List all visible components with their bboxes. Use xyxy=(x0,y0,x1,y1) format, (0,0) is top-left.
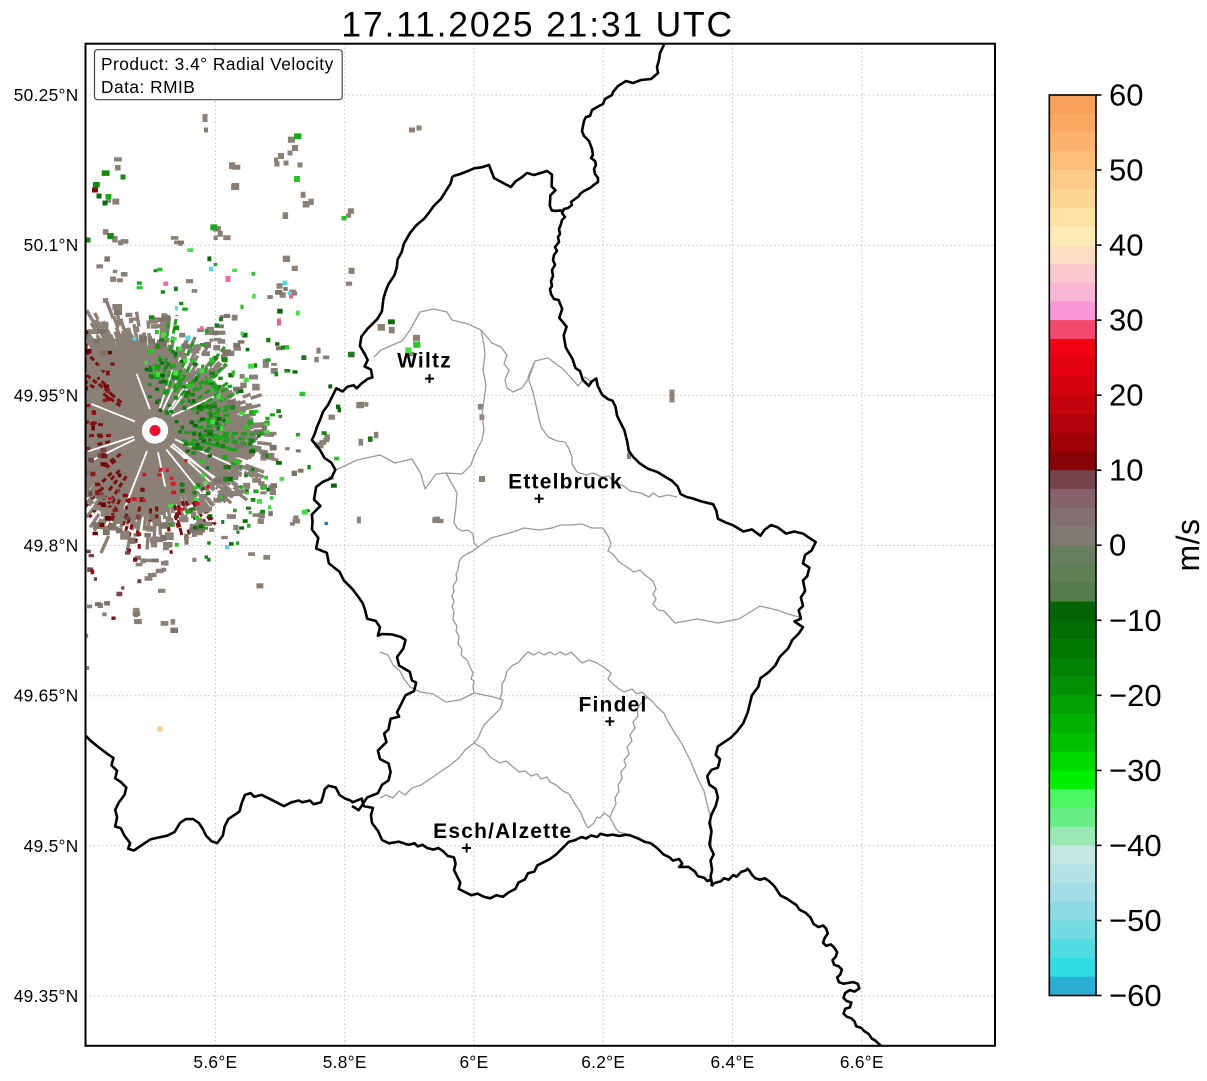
svg-text:40: 40 xyxy=(1109,228,1143,263)
svg-text:49.65°N: 49.65°N xyxy=(14,686,79,706)
svg-text:−60: −60 xyxy=(1109,978,1162,1013)
svg-text:−50: −50 xyxy=(1109,903,1162,938)
svg-text:49.35°N: 49.35°N xyxy=(14,986,79,1006)
svg-text:60: 60 xyxy=(1109,78,1143,113)
svg-text:6.6°E: 6.6°E xyxy=(840,1052,884,1072)
svg-text:−10: −10 xyxy=(1109,603,1162,638)
svg-text:Ettelbruck: Ettelbruck xyxy=(508,471,623,494)
svg-text:Findel: Findel xyxy=(578,694,647,717)
svg-text:5.8°E: 5.8°E xyxy=(323,1052,367,1072)
svg-text:30: 30 xyxy=(1109,303,1143,338)
svg-text:−40: −40 xyxy=(1109,828,1162,863)
svg-text:m/s: m/s xyxy=(1170,518,1206,571)
svg-text:10: 10 xyxy=(1109,453,1143,488)
svg-text:−20: −20 xyxy=(1109,678,1162,713)
svg-text:49.95°N: 49.95°N xyxy=(14,385,79,405)
svg-text:50: 50 xyxy=(1109,153,1143,188)
svg-text:5.6°E: 5.6°E xyxy=(193,1052,237,1072)
svg-text:50.1°N: 50.1°N xyxy=(24,235,79,255)
svg-text:6°E: 6°E xyxy=(460,1052,489,1072)
svg-text:−30: −30 xyxy=(1109,753,1162,788)
svg-text:Wiltz: Wiltz xyxy=(397,350,452,373)
svg-text:Product: 3.4° Radial Velocity: Product: 3.4° Radial Velocity xyxy=(101,54,334,74)
svg-text:50.25°N: 50.25°N xyxy=(14,85,79,105)
svg-text:Esch/Alzette: Esch/Alzette xyxy=(433,820,572,843)
svg-text:6.4°E: 6.4°E xyxy=(711,1052,755,1072)
svg-text:17.11.2025 21:31 UTC: 17.11.2025 21:31 UTC xyxy=(341,5,734,45)
svg-text:0: 0 xyxy=(1109,528,1126,563)
svg-text:49.8°N: 49.8°N xyxy=(24,536,79,556)
svg-text:49.5°N: 49.5°N xyxy=(24,836,79,856)
svg-text:20: 20 xyxy=(1109,378,1143,413)
svg-text:6.2°E: 6.2°E xyxy=(581,1052,625,1072)
svg-text:Data: RMIB: Data: RMIB xyxy=(101,77,195,97)
